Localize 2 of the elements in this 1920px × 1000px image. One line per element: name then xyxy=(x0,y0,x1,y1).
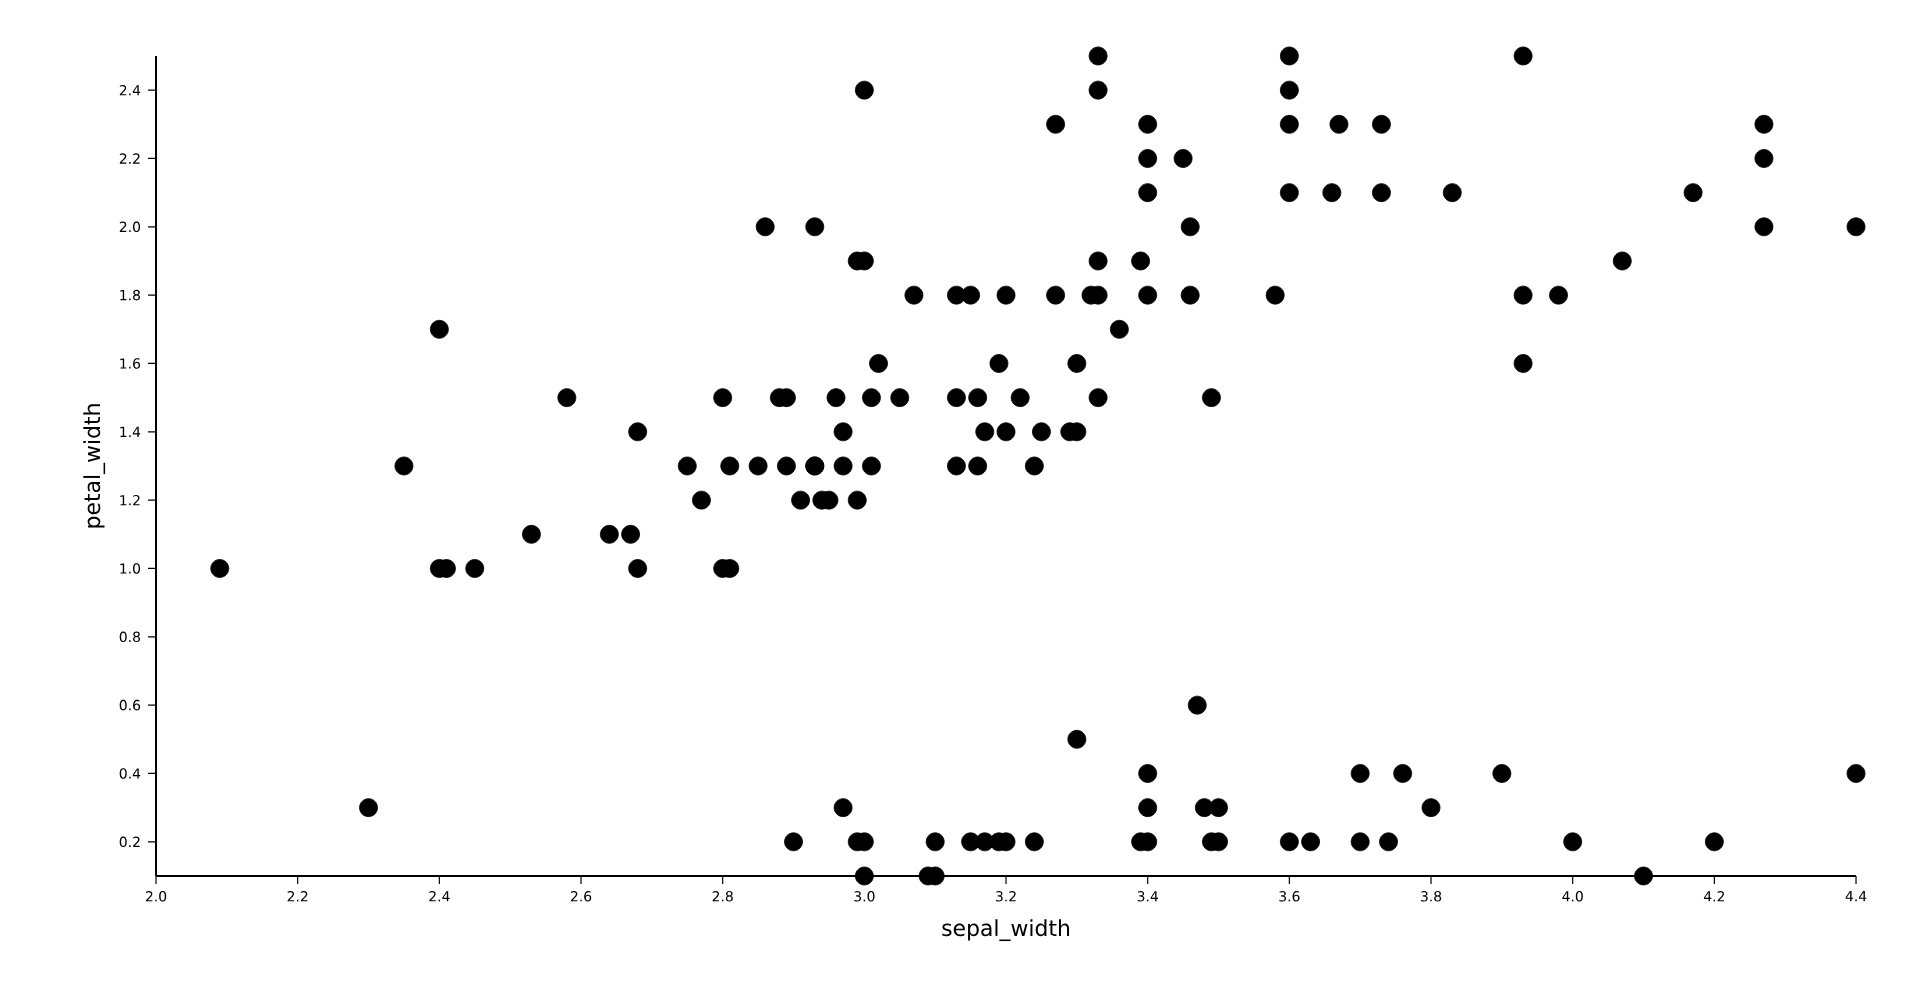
x-axis-title: sepal_width xyxy=(942,919,1070,942)
y-axis-title: petal_width xyxy=(83,404,106,528)
